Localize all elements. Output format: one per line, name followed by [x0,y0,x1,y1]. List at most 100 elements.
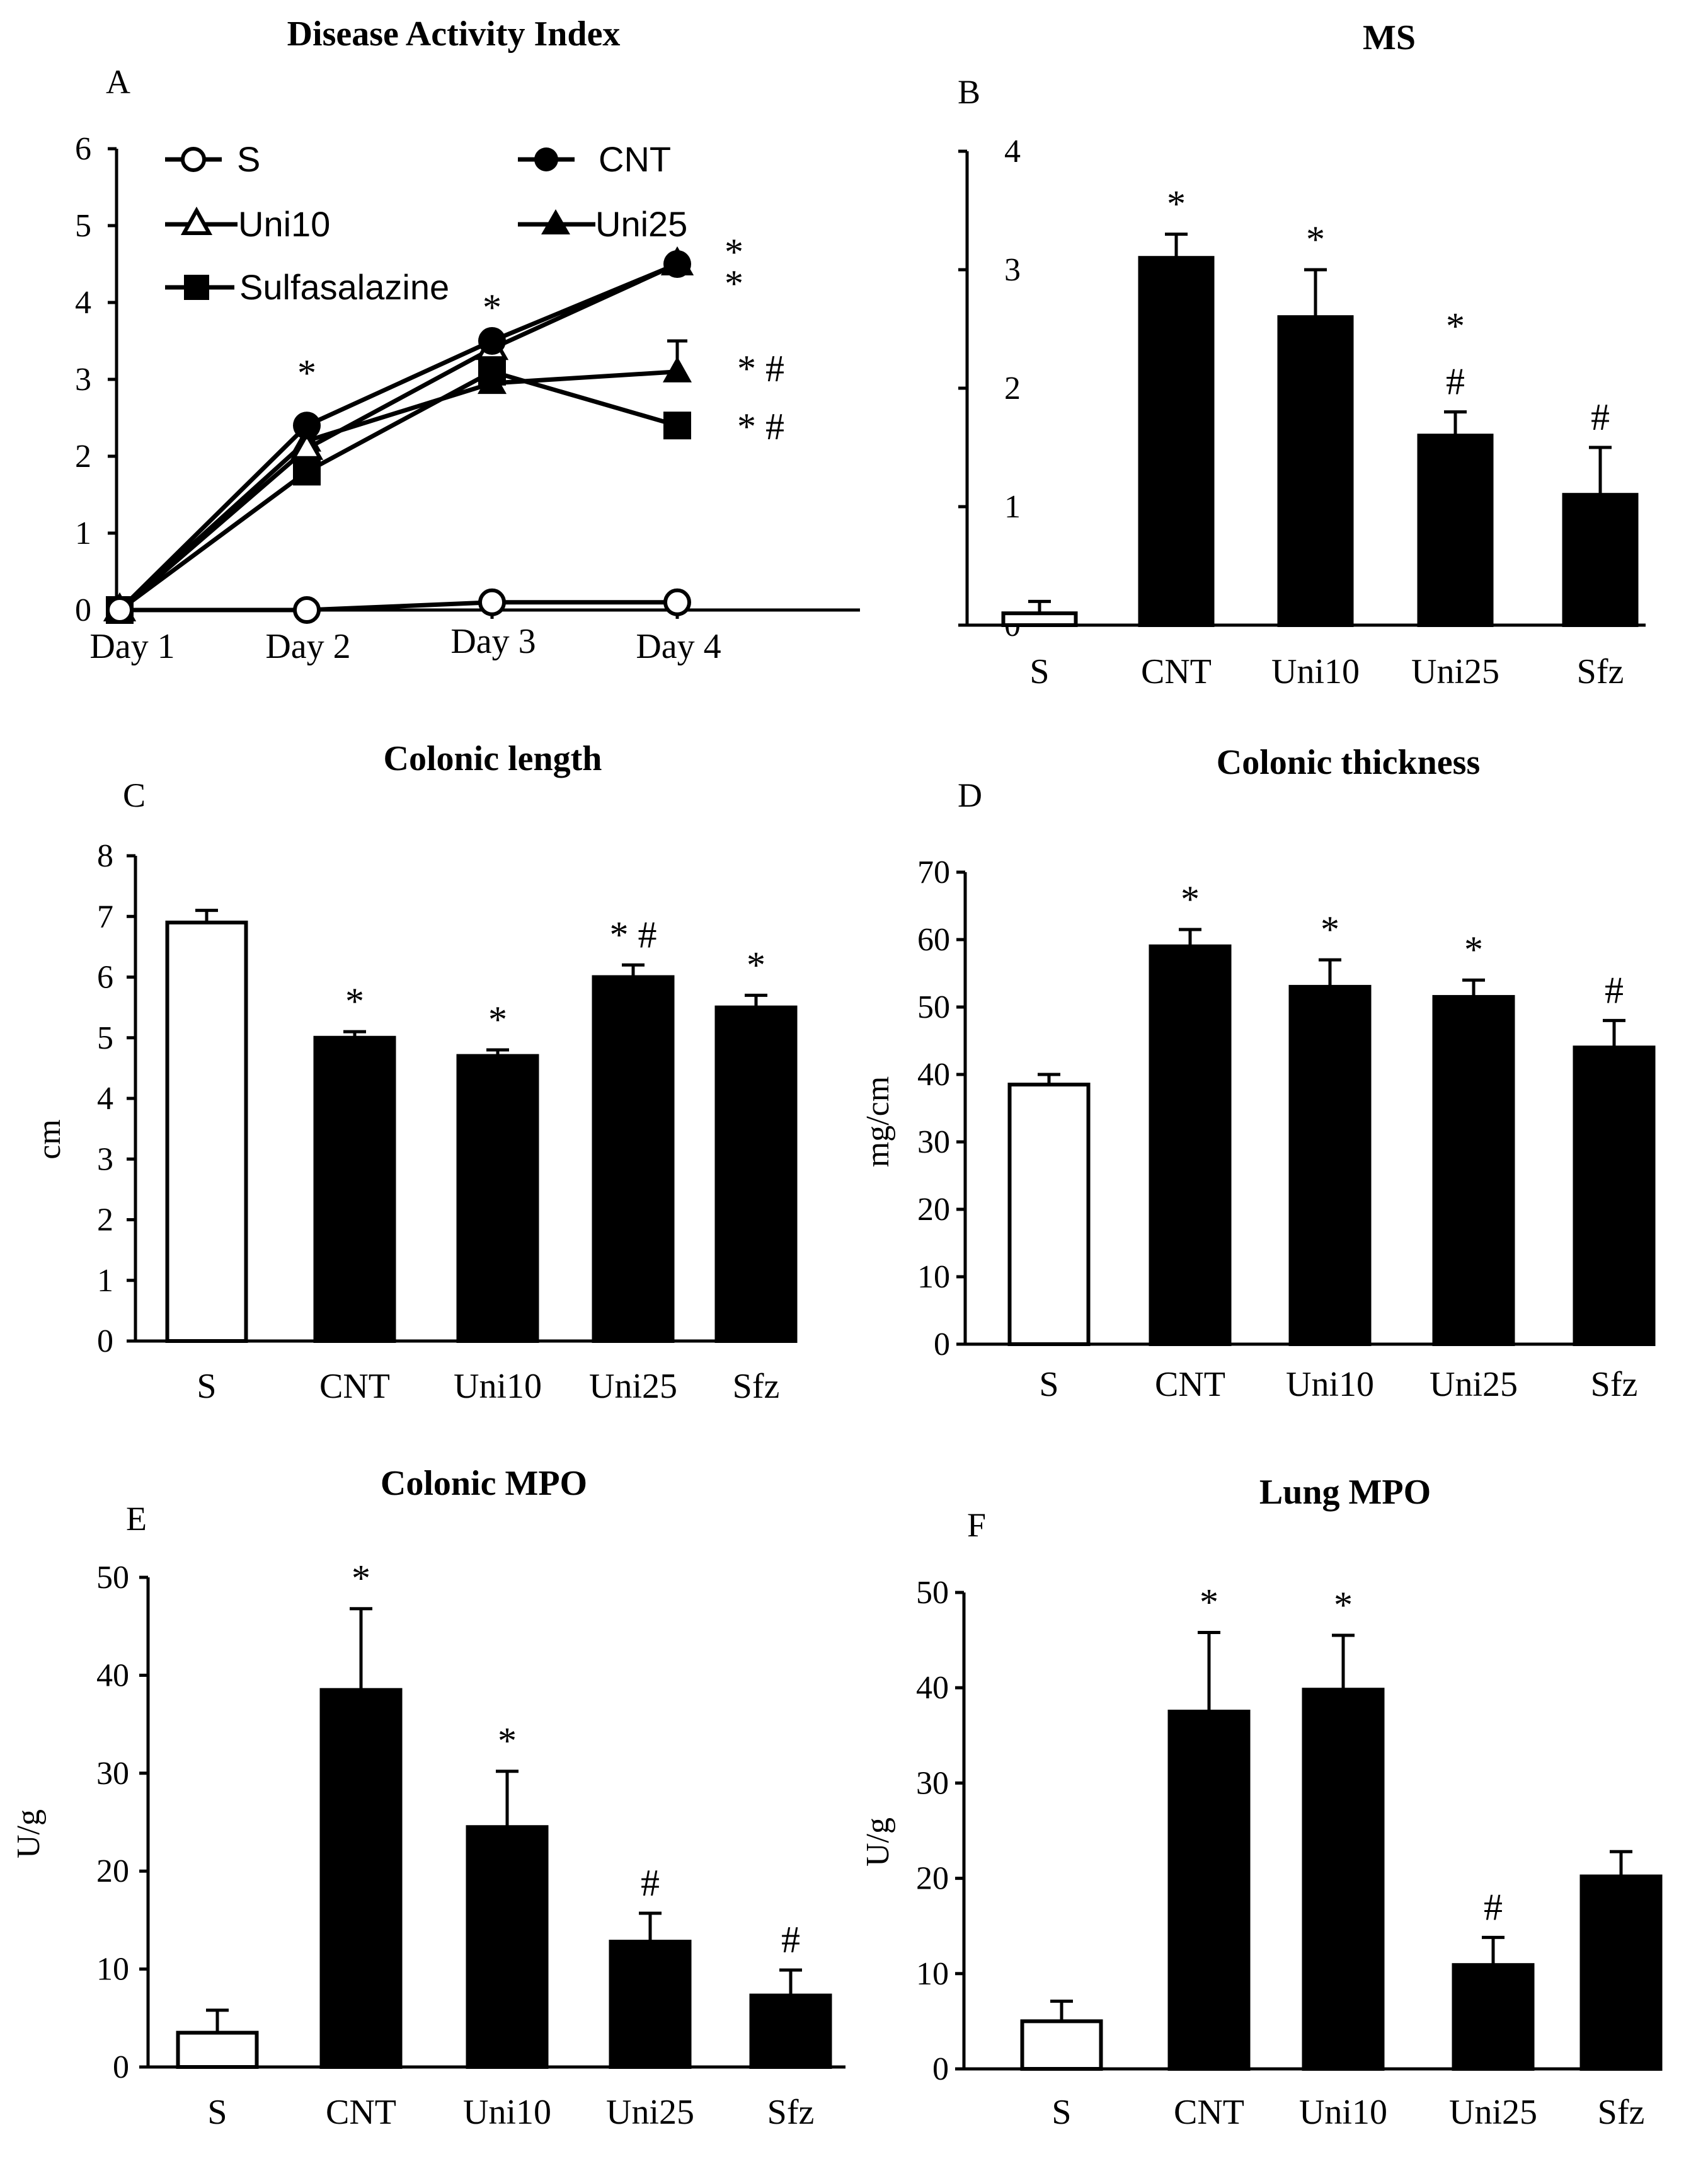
panel-f-annotation-cnt: * [1200,1582,1218,1623]
panel-f-annotation-uni10: * [1334,1584,1353,1626]
panel-b-x-tick-label: Sfz [1577,652,1624,691]
panel-e-annotation-uni10: * [498,1720,517,1762]
panel-b-y-tick-label: 1 [1004,489,1021,525]
panel-e-bar-uni25 [609,1940,692,2069]
panel-a-annotation-day-3: * [483,287,502,328]
panel-c-label: C [123,776,146,814]
legend-label-s: S [237,139,260,179]
panel-a-title: Disease Activity Index [287,14,621,54]
panel-a-x-tick-label: Day 1 [89,627,175,666]
panel-a-y-tick-label: 1 [75,515,91,551]
panel-d-x-tick-label: S [1039,1365,1058,1404]
panel-c-y-tick-label: 2 [97,1202,113,1238]
panel-d-bar-uni25 [1432,994,1515,1346]
panel-b-bar-uni25 [1417,434,1494,627]
panel-c-x-tick-label: Uni25 [589,1367,677,1406]
legend-marker-s [181,147,206,172]
panel-d-annotation-uni10: * [1321,909,1339,950]
panel-f-y-tick-label: 20 [916,1861,949,1897]
series-line-uni25 [118,369,678,612]
panel-d-x-tick-label: Uni10 [1286,1365,1374,1404]
panel-d-x-tick-label: CNT [1155,1365,1225,1404]
panel-c-x-tick-label: Uni10 [454,1367,542,1406]
series-marker-cnt [663,250,691,278]
panel-a-y-tick-label: 0 [75,592,91,628]
panel-d-y-axis-label: mg/cm [860,1076,896,1167]
panel-b-ms: MS B 01234SCNT*Uni10*Uni25*#Sfz# [958,18,1646,691]
legend-item-sulfasalazine: Sulfasalazine [165,267,449,307]
panel-b-title: MS [1363,18,1416,57]
panel-d-y-tick-label: 60 [917,922,950,958]
panel-b-x-tick-label: CNT [1141,652,1212,691]
panel-f-y-axis-label: U/g [860,1817,896,1867]
panel-b-bar-cnt [1138,256,1215,627]
legend-marker-uni10 [180,206,213,235]
panel-e-y-tick-label: 0 [113,2049,129,2085]
panel-a-annotation-day-4: * [725,263,743,304]
panel-d-title: Colonic thickness [1217,743,1481,782]
panel-b-label: B [958,73,980,111]
series-marker-cnt [478,327,506,355]
panel-a-y-tick-label: 6 [75,131,91,167]
panel-a-y-tick-label: 4 [75,285,91,321]
panel-e-annotation-sfz: # [781,1919,800,1960]
series-marker-uni10 [290,430,324,460]
panel-a-y-tick-label: 3 [75,362,91,398]
panel-f-label: F [967,1506,986,1544]
panel-f-x-tick-label: S [1052,2093,1071,2132]
panel-b-annotation-uni10: * [1306,219,1325,260]
panel-f-bar-sfz [1579,1874,1663,2071]
panel-e-y-tick-label: 30 [96,1756,129,1792]
panel-d-y-tick-label: 0 [934,1327,950,1362]
series-line-cnt [118,262,679,612]
panel-b-x-tick-label: Uni25 [1411,652,1499,691]
panel-c-bar-s [165,920,248,1343]
panel-e-title: Colonic MPO [381,1464,587,1503]
panel-c-y-tick-label: 0 [97,1323,113,1359]
panel-e-y-axis-label: U/g [11,1809,47,1858]
panel-d-y-tick-label: 70 [917,855,950,890]
panel-f-y-tick-label: 0 [932,2051,949,2087]
series-marker-s [478,588,506,616]
panel-c-annotation-cnt: * [345,981,364,1022]
panel-e-y-tick-label: 20 [96,1853,129,1889]
panel-e-annotation-uni25: # [641,1862,660,1904]
panel-e-bar-s [176,2030,259,2070]
panel-a-x-tick-label: Day 2 [265,627,350,666]
panel-a-x-tick-label: Day 3 [450,622,536,661]
panel-f-y-tick-label: 40 [916,1670,949,1706]
panel-e-colonic-mpo: Colonic MPO E U/g 0 10 20 30 40 50 S CNT * Uni10 *… [11,1464,845,2132]
panel-d-annotation-cnt: * [1181,878,1200,920]
panel-c-y-tick-label: 6 [97,960,113,996]
series-marker-sulfasalazine [293,458,321,486]
panel-e-bar-sfz [749,1993,832,2070]
series-line-s [120,600,677,613]
series-marker-s [106,596,134,624]
panel-f-title: Lung MPO [1259,1473,1431,1512]
panel-f-lung-mpo: Lung MPO F U/g 0 10 20 30 40 50 S CNT * Uni10 * Uni… [860,1473,1663,2132]
panel-f-y-tick-label: 10 [916,1956,949,1992]
panel-f-bar-cnt [1167,1710,1251,2071]
panel-c-annotation-uni25: * # [610,914,657,955]
panel-a-axes: 0 1 2 3 4 5 6 Day 1 Day 2 Day 3 Day 4 [75,131,860,666]
panel-e-x-tick-label: Sfz [767,2093,815,2132]
series-marker-cnt [293,412,321,440]
panel-d-colonic-thickness: Colonic thickness D mg/cm 0 10 20 30 40 50 60 7… [860,743,1656,1404]
panel-d-annotation-uni25: * [1464,929,1483,970]
panel-f-y-tick-label: 30 [916,1765,949,1801]
panel-c-y-tick-label: 8 [97,838,113,874]
panel-e-bar-uni10 [466,1825,549,2070]
legend-marker-sulfasalazine [184,275,209,300]
panel-e-y-tick-label: 40 [96,1657,129,1693]
panel-d-bar-sfz [1573,1045,1656,1346]
legend-item-uni25: Uni25 [518,204,687,244]
panel-c-y-axis-label: cm [32,1119,67,1160]
panel-e-x-tick-label: S [207,2093,227,2132]
panel-b-y-tick-label: 2 [1004,371,1021,406]
panel-a-y-tick-label: 2 [75,439,91,475]
panel-a-annotation-day-4: * # [737,348,784,389]
panel-c-annotation-uni10: * [488,999,507,1040]
panel-a-annotation-day-2: * [297,352,316,394]
panel-c-y-tick-label: 3 [97,1141,113,1177]
